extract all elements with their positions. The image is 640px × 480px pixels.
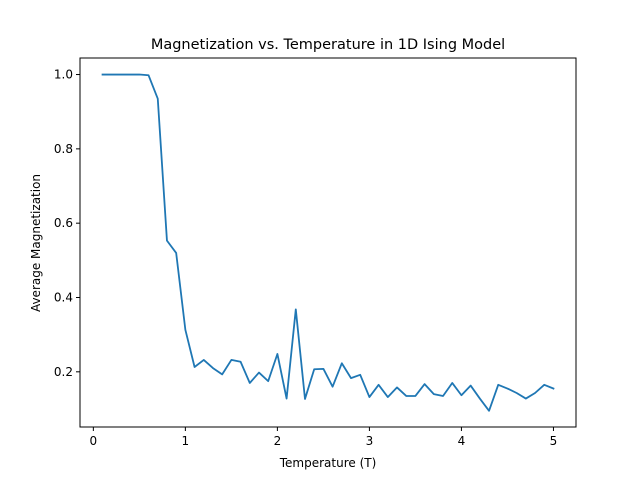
x-tick-label: 4 <box>458 434 466 448</box>
axes-frame <box>79 57 577 428</box>
y-tick-label: 0.2 <box>54 365 73 379</box>
y-tick-label: 1.0 <box>54 68 73 82</box>
x-axis-label: Temperature (T) <box>279 456 377 470</box>
y-axis-label: Average Magnetization <box>29 174 43 312</box>
x-tick-label: 2 <box>274 434 282 448</box>
chart-title: Magnetization vs. Temperature in 1D Isin… <box>151 37 505 53</box>
y-tick-label: 0.4 <box>54 290 73 304</box>
y-axis: 0.2 0.4 0.6 0.8 1.0 <box>54 68 80 379</box>
y-tick-label: 0.6 <box>54 216 73 230</box>
x-tick-label: 1 <box>182 434 190 448</box>
plot-area: 0 1 2 3 4 5 0.2 0.4 0.6 0.8 1.0 <box>54 57 577 448</box>
x-tick-label: 5 <box>550 434 558 448</box>
x-axis: 0 1 2 3 4 5 <box>90 427 558 448</box>
x-tick-label: 3 <box>366 434 374 448</box>
x-tick-label: 0 <box>90 434 98 448</box>
series-line <box>101 73 555 412</box>
y-tick-label: 0.8 <box>54 142 73 156</box>
